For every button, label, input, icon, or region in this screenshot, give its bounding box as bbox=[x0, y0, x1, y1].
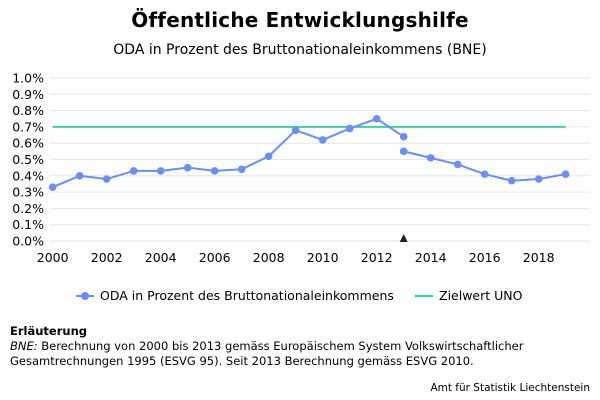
notes-body: BNE: Berechnung von 2000 bis 2013 gemäss… bbox=[10, 339, 590, 369]
oda-data-point bbox=[291, 126, 300, 134]
y-tick-label: 0.9% bbox=[12, 87, 44, 102]
legend-oda-swatch bbox=[76, 291, 94, 300]
oda-data-point bbox=[426, 154, 435, 162]
oda-data-point bbox=[129, 167, 138, 175]
x-tick-label: 2012 bbox=[361, 250, 393, 265]
legend-item-oda[interactable]: ODA in Prozent des Bruttonationaleinkomm… bbox=[76, 288, 394, 303]
legend-item-target[interactable]: Zielwert UNO bbox=[415, 288, 522, 303]
y-tick-label: 0.4% bbox=[12, 168, 44, 183]
legend-target-swatch bbox=[415, 294, 433, 297]
legend-target-label: Zielwert UNO bbox=[439, 288, 523, 303]
notes-text: Berechnung von 2000 bis 2013 gemäss Euro… bbox=[10, 339, 524, 368]
oda-data-point bbox=[561, 170, 570, 178]
legend-oda-label: ODA in Prozent des Bruttonationaleinkomm… bbox=[100, 288, 394, 303]
oda-data-point bbox=[507, 176, 516, 185]
x-tick-label: 2014 bbox=[415, 250, 447, 265]
source-credit: Amt für Statistik Liechtenstein bbox=[430, 382, 590, 394]
x-tick-label: 2000 bbox=[37, 250, 69, 265]
chart-legend: ODA in Prozent des Bruttonationaleinkomm… bbox=[0, 288, 600, 308]
oda-data-point bbox=[183, 163, 192, 172]
y-tick-label: 0.2% bbox=[12, 201, 44, 216]
oda-data-point bbox=[372, 114, 381, 123]
oda-data-point bbox=[453, 160, 462, 169]
break-marker-triangle bbox=[399, 234, 408, 242]
y-tick-label: 1.0% bbox=[12, 71, 44, 86]
oda-data-point bbox=[399, 147, 408, 156]
oda-data-point bbox=[399, 132, 408, 141]
x-tick-label: 2016 bbox=[469, 250, 501, 265]
oda-data-point bbox=[318, 136, 327, 144]
oda-series-line bbox=[52, 117, 405, 189]
chart-subtitle: ODA in Prozent des Bruttonationaleinkomm… bbox=[113, 42, 487, 58]
notes-abbreviation: BNE: bbox=[10, 339, 38, 353]
y-tick-label: 0.1% bbox=[12, 217, 44, 232]
y-tick-label: 0.0% bbox=[12, 234, 44, 249]
oda-data-point bbox=[237, 165, 246, 174]
x-tick-label: 2002 bbox=[91, 250, 123, 265]
oda-data-point bbox=[210, 167, 219, 175]
x-tick-label: 2018 bbox=[523, 250, 555, 265]
x-tick-label: 2004 bbox=[145, 250, 177, 265]
oda-data-point bbox=[534, 175, 543, 183]
oda-data-point bbox=[480, 170, 489, 178]
notes-heading: Erläuterung bbox=[10, 324, 87, 338]
oda-data-point bbox=[48, 183, 57, 192]
oda-data-point bbox=[264, 152, 273, 161]
x-tick-label: 2008 bbox=[253, 250, 285, 265]
y-tick-label: 0.5% bbox=[12, 152, 44, 167]
y-tick-label: 0.3% bbox=[12, 185, 44, 200]
chart-plot: 0.0% 0.1%0.2%0.3% 0.4%0.5%0.6% 0.7%0.8%0.9%… bbox=[12, 71, 590, 265]
oda-data-point bbox=[102, 175, 111, 183]
y-tick-label: 0.8% bbox=[12, 103, 44, 118]
oda-data-point bbox=[345, 124, 354, 133]
oda-data-point bbox=[156, 167, 165, 175]
y-tick-label: 0.6% bbox=[12, 136, 44, 151]
y-tick-label: 0.7% bbox=[12, 119, 44, 134]
oda-data-point bbox=[75, 172, 84, 180]
chart-notes: Erläuterung BNE: Berechnung von 2000 bis… bbox=[10, 324, 590, 369]
x-tick-label: 2006 bbox=[199, 250, 231, 265]
x-tick-label: 2010 bbox=[307, 250, 339, 265]
chart-title: Öffentliche Entwicklungshilfe bbox=[131, 8, 469, 32]
